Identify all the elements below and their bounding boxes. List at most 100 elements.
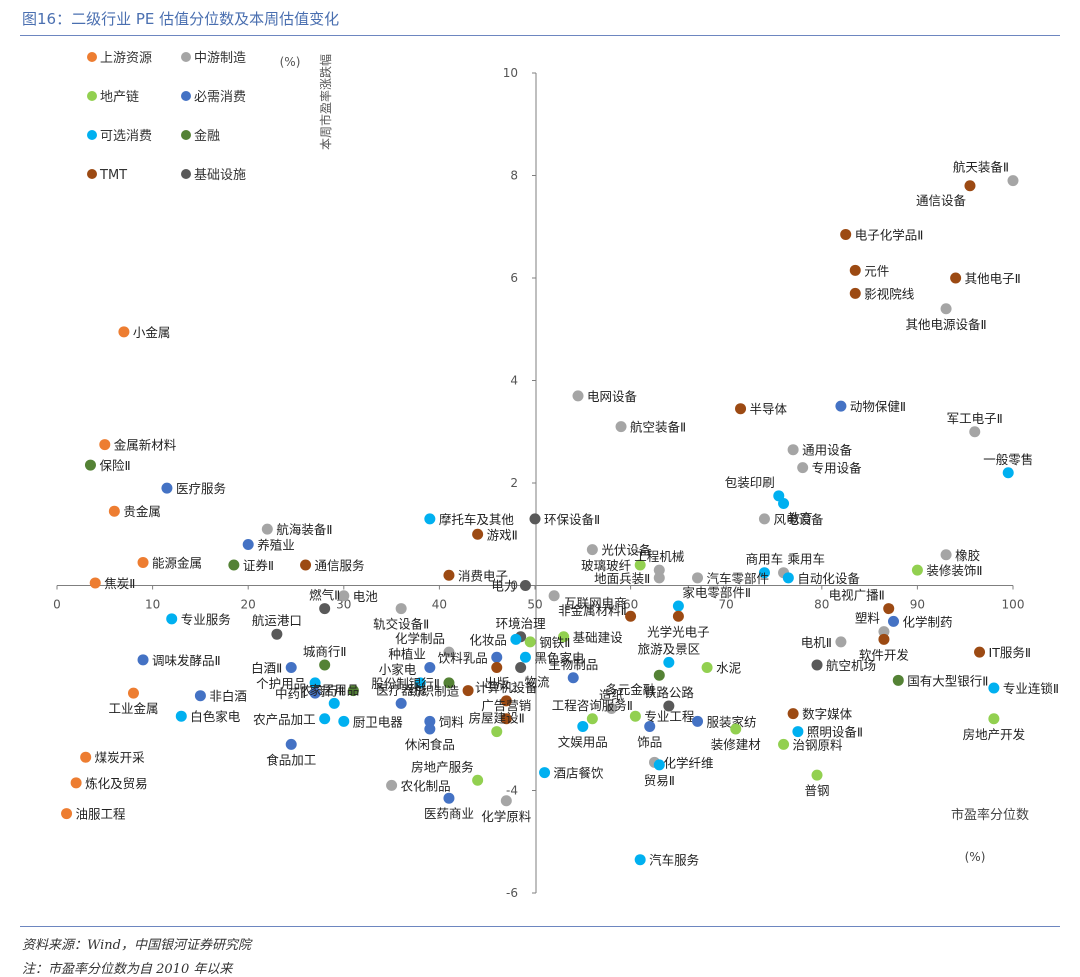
point-label: 钢铁Ⅱ	[539, 635, 570, 650]
point-marker	[443, 677, 455, 689]
point-label: 电视广播Ⅱ	[829, 588, 885, 603]
point-marker	[424, 662, 436, 673]
point-label: 电池	[353, 589, 379, 604]
point-marker	[964, 180, 976, 192]
data-point: 专用设备	[797, 461, 862, 476]
point-marker	[911, 564, 923, 576]
point-marker	[567, 672, 579, 684]
point-marker	[782, 572, 794, 584]
data-point: 小家电	[379, 662, 426, 689]
data-point: 多元金融	[605, 669, 665, 697]
point-marker	[672, 600, 684, 612]
point-label: 国有大型银行Ⅱ	[907, 673, 988, 688]
point-label: 计算机设备	[475, 680, 538, 695]
point-label: 能源金属	[152, 555, 202, 570]
data-point: 贵金属	[108, 504, 161, 519]
data-point: 贸易Ⅱ	[644, 759, 675, 788]
point-label: 包装印刷	[725, 475, 775, 490]
point-marker	[80, 751, 92, 763]
point-label: 酒店餐饮	[554, 766, 605, 781]
point-label: 普钢	[805, 783, 830, 798]
data-point: 非白酒	[194, 689, 247, 704]
x-tick-label: 40	[432, 598, 447, 612]
point-label: 服装家纺	[707, 714, 757, 729]
data-point: 影视院线	[849, 286, 915, 301]
point-label: 航海装备Ⅱ	[276, 522, 332, 537]
data-point: 广告营销	[481, 698, 531, 725]
point-marker	[395, 697, 407, 709]
data-point: 钢铁Ⅱ	[524, 635, 570, 650]
legend-label: 地产链	[100, 90, 139, 105]
data-point: 基础建设	[558, 630, 623, 645]
point-marker	[309, 677, 321, 689]
point-label: 小家电	[379, 662, 417, 677]
point-label: 专业工程	[644, 709, 695, 724]
data-point: 轨交设备Ⅱ	[373, 603, 429, 632]
point-label: 专业服务	[181, 612, 231, 627]
point-marker	[524, 636, 536, 648]
data-point: 航运港口	[252, 613, 302, 640]
data-point: 动物保健Ⅱ	[835, 399, 906, 414]
data-point: 电机Ⅱ	[801, 635, 847, 650]
point-label: 旅游及景区	[638, 641, 701, 656]
data-point: 互联网电商	[564, 595, 637, 622]
data-point: 化学制品	[395, 631, 455, 658]
data-point: 医疗服务	[161, 481, 226, 496]
data-point: 黑色家电	[519, 650, 585, 665]
x-tick-label: 30	[336, 598, 351, 612]
point-marker	[443, 646, 455, 658]
point-marker	[228, 559, 240, 571]
point-label: 个护用品	[256, 676, 306, 691]
point-label: 金属新材料	[114, 438, 177, 453]
point-marker	[692, 572, 704, 584]
point-label: 生物制品	[548, 657, 598, 672]
point-marker	[653, 572, 665, 584]
point-label: 房屋建设Ⅱ	[469, 711, 525, 726]
data-point: 金属新材料	[99, 438, 177, 453]
data-point: 煤炭开采	[80, 750, 145, 765]
point-marker	[491, 651, 503, 663]
point-label: 水泥	[716, 661, 741, 676]
point-label: 自动化设备	[797, 571, 860, 586]
point-marker	[840, 228, 852, 240]
point-marker	[577, 720, 589, 732]
point-label: 医疗器械	[376, 682, 427, 697]
point-marker	[558, 631, 570, 643]
data-point: 文娱用品	[558, 720, 608, 749]
point-label: 农化制品	[401, 778, 451, 793]
data-point: 油服工程	[61, 807, 126, 822]
data-point: 食品加工	[266, 738, 316, 767]
point-marker	[940, 549, 952, 561]
data-point: 中药Ⅱ	[275, 686, 321, 701]
point-label: 造纸	[599, 688, 625, 703]
data-point: 汽车服务	[634, 853, 699, 868]
data-point: 纺织制造	[409, 684, 474, 699]
point-marker	[950, 272, 962, 284]
point-marker	[529, 513, 541, 525]
point-label: 环境治理	[496, 616, 547, 631]
point-marker	[663, 700, 675, 712]
data-point: 铁路公路	[644, 685, 694, 712]
legend-label: TMT	[99, 168, 127, 183]
data-point: 白酒Ⅱ	[251, 661, 297, 676]
point-marker	[969, 426, 981, 438]
point-marker	[61, 808, 73, 820]
data-point: 非金属材料Ⅱ	[548, 590, 627, 618]
point-label: 工业金属	[108, 701, 158, 716]
point-label: 环保设备Ⅱ	[544, 512, 600, 527]
point-label: 元件	[864, 263, 889, 278]
point-marker	[653, 669, 665, 681]
data-point: 房屋建设Ⅱ	[469, 711, 525, 738]
point-marker	[127, 687, 139, 699]
point-marker	[539, 767, 551, 779]
y-tick-label: 2	[510, 476, 518, 490]
data-point: 出版	[484, 662, 510, 691]
point-marker	[194, 690, 206, 702]
point-marker	[787, 444, 799, 456]
x-tick-label: 20	[241, 598, 256, 612]
legend-label: 上游资源	[100, 51, 152, 66]
data-point: 塑料	[855, 611, 890, 638]
y-tick-label: -6	[506, 886, 518, 900]
data-point: 半导体	[735, 402, 788, 417]
